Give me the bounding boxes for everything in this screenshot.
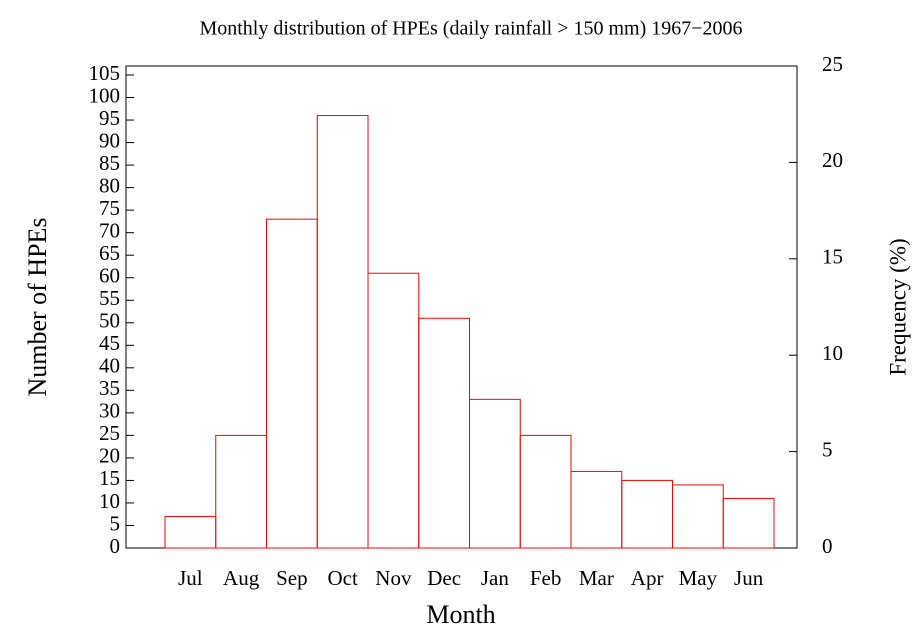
y-tick-label: 85: [99, 151, 120, 175]
bar: [367, 272, 420, 549]
y-tick-label: 55: [99, 286, 120, 310]
bar: [570, 470, 623, 549]
y-tick-label: 105: [89, 61, 121, 85]
bar: [316, 115, 369, 549]
bar: [519, 434, 572, 549]
y-tick-label: 5: [110, 511, 121, 535]
y-tick-label: 75: [99, 196, 120, 220]
y-tick-label: 20: [99, 444, 120, 468]
bar: [672, 484, 724, 549]
y2-tick-label: 25: [822, 52, 843, 76]
y2-tick-label: 15: [822, 245, 843, 269]
x-axis-label: Month: [426, 600, 495, 629]
y2-tick-label: 0: [822, 534, 833, 558]
bar: [266, 218, 318, 549]
y2-tick-label: 10: [822, 341, 843, 365]
bar: [621, 479, 673, 549]
y-tick-label: 25: [99, 421, 120, 445]
y2-axis-label: Frequency (%): [885, 238, 910, 375]
bar: [722, 497, 775, 549]
y2-tick-label: 5: [822, 437, 833, 461]
x-tick-label: Oct: [327, 566, 357, 590]
y-tick-label: 30: [99, 399, 120, 423]
bar: [469, 398, 521, 549]
bar: [164, 515, 217, 549]
y-tick-label: 60: [99, 264, 120, 288]
x-tick-label: Feb: [530, 566, 562, 590]
y-tick-label: 45: [99, 331, 120, 355]
y-tick-label: 40: [99, 354, 120, 378]
x-tick-label: Nov: [375, 566, 412, 590]
chart-title: Monthly distribution of HPEs (daily rain…: [199, 18, 742, 40]
y-tick-label: 80: [99, 173, 120, 197]
x-tick-label: Aug: [223, 566, 260, 590]
y-tick-label: 0: [110, 534, 121, 558]
x-tick-label: Mar: [579, 566, 614, 590]
x-tick-label: Jan: [481, 566, 509, 590]
y-tick-label: 10: [99, 489, 120, 513]
bar: [418, 317, 470, 549]
y-axis-label: Number of HPEs: [23, 217, 52, 396]
y2-tick-label: 20: [822, 148, 843, 172]
y-tick-label: 65: [99, 241, 120, 265]
plot-frame: [125, 65, 798, 549]
y-tick-label: 90: [99, 128, 120, 152]
x-tick-label: May: [679, 566, 718, 590]
x-tick-label: Apr: [631, 566, 664, 590]
x-tick-label: Sep: [276, 566, 308, 590]
y-tick-label: 15: [99, 466, 120, 490]
y-tick-label: 70: [99, 218, 120, 242]
y-tick-label: 95: [99, 106, 120, 130]
x-tick-label: Dec: [427, 566, 461, 590]
y-tick-label: 35: [99, 376, 120, 400]
x-tick-label: Jun: [734, 566, 764, 590]
y-tick-label: 50: [99, 309, 120, 333]
y-tick-label: 100: [89, 83, 121, 107]
bar: [215, 434, 267, 549]
x-tick-label: Jul: [178, 566, 203, 590]
